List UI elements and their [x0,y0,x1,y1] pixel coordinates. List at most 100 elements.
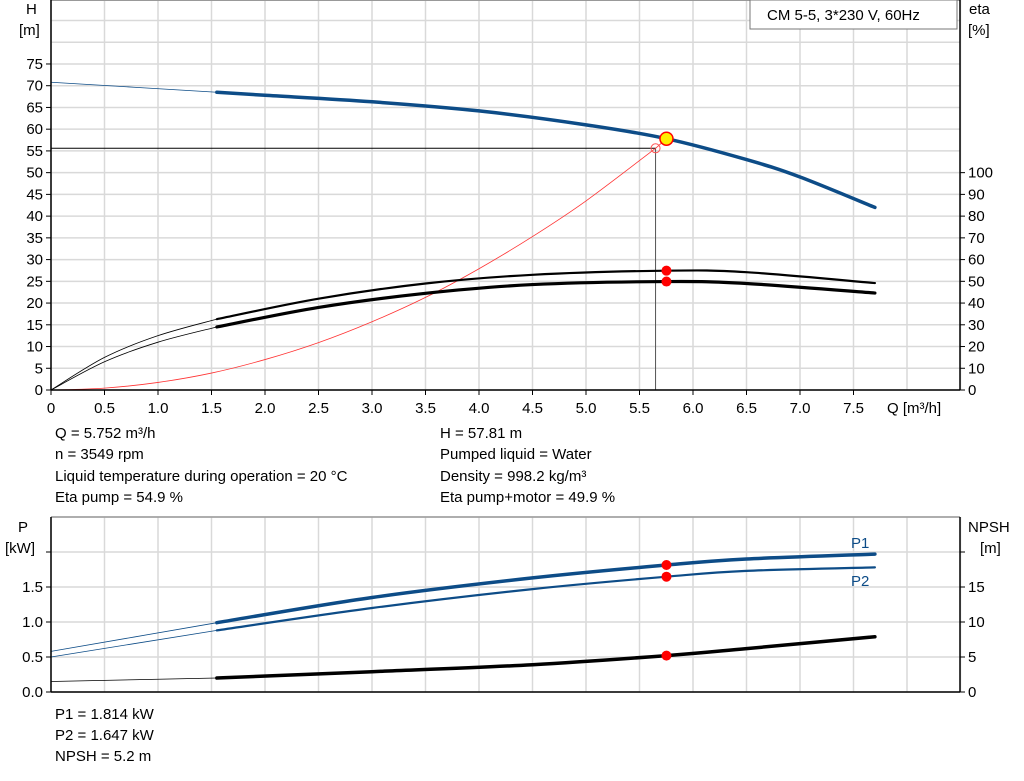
h-tick-label: 35 [26,230,43,247]
eta-tick-label: 20 [968,339,985,356]
h-tick-label: 5 [35,360,43,377]
eta-tick-label: 60 [968,252,985,269]
h-tick-label: 50 [26,165,43,182]
p-tick-label: 0.5 [22,649,43,666]
p2-series-label: P2 [851,573,869,590]
info-pumped-liquid: Pumped liquid = Water [440,446,592,463]
h-tick-label: 30 [26,252,43,269]
h-tick-label: 60 [26,121,43,138]
x-tick-label: 7.0 [790,400,811,417]
x-tick-label: 5.5 [629,400,650,417]
npsh-tick-label: 0 [968,684,976,701]
h-tick-label: 65 [26,99,43,116]
info-density: Density = 998.2 kg/m³ [440,468,587,485]
x-tick-label: 0 [47,400,55,417]
p1-curve-extrapolated [50,622,217,652]
eta-tick-label: 90 [968,186,985,203]
eta-tick-label: 50 [968,273,985,290]
eta-tick-label: 70 [968,230,985,247]
h-tick-label: 40 [26,208,43,225]
q-axis-title: Q [m³/h] [887,400,941,417]
x-tick-label: 0.5 [94,400,115,417]
eta-tick-label: 80 [968,208,985,225]
system-curve [50,147,656,391]
eta-tick-label: 100 [968,165,993,182]
info-liquid-temp: Liquid temperature during operation = 20… [55,468,348,485]
info-p1: P1 = 1.814 kW [55,706,154,723]
npsh-tick-label: 15 [968,579,985,596]
h-tick-label: 75 [26,56,43,73]
eta-tick-label: 0 [968,382,976,399]
p1-curve [215,552,877,625]
axes [46,0,965,693]
h-tick-label: 45 [26,186,43,203]
x-tick-label: 4.0 [469,400,490,417]
h-tick-label: 55 [26,143,43,160]
p2-curve [215,566,876,632]
tick-labels: 0 0.5 1.0 1.5 2.0 2.5 3.0 3.5 4.0 4.5 5.0 5.5 6.0 6.5… [22,56,993,701]
eta-pump-motor-duty-marker [661,276,672,287]
info-speed: n = 3549 rpm [55,446,144,463]
npsh-curve [215,634,877,680]
h-tick-label: 10 [26,339,43,356]
head-curve [215,90,877,210]
p1-series-label: P1 [851,535,869,552]
eta-axis-unit: [%] [968,22,990,39]
eta-axis-title: eta [969,1,991,18]
x-tick-label: 6.5 [736,400,757,417]
x-tick-label: 1.0 [148,400,169,417]
x-tick-label: 3.5 [415,400,436,417]
eta-tick-label: 40 [968,295,985,312]
info-eta-pump: Eta pump = 54.9 % [55,489,183,506]
p-tick-label: 1.0 [22,614,43,631]
curves [50,81,877,682]
h-tick-label: 0 [35,382,43,399]
eta-pump-motor-curve [215,279,877,329]
p-tick-label: 0.0 [22,684,43,701]
top-grid [50,0,962,391]
info-q: Q = 5.752 m³/h [55,425,156,442]
npsh-duty-marker [661,650,672,661]
p2-curve-extrapolated [50,630,217,658]
info-p2: P2 = 1.647 kW [55,727,154,744]
h-tick-label: 20 [26,295,43,312]
requested-point-marker [650,143,661,154]
npsh-axis-title: NPSH [968,519,1010,536]
eta-tick-label: 10 [968,360,985,377]
eta-pump-curve-extrapolated [50,318,217,391]
p1-duty-marker [661,560,672,571]
head-curve-extrapolated [50,81,217,93]
x-tick-label: 4.5 [522,400,543,417]
legend-text: CM 5-5, 3*230 V, 60Hz [767,7,920,24]
eta-pump-motor-curve-extrapolated [50,326,217,391]
eta-pump-curve [215,269,876,321]
info-eta-pump-motor: Eta pump+motor = 49.9 % [440,489,616,506]
npsh-curve-extrapolated [50,677,217,682]
duty-point-marker [659,131,674,146]
info-npsh: NPSH = 5.2 m [55,748,152,765]
h-tick-label: 15 [26,317,43,334]
x-tick-label: 1.5 [201,400,222,417]
x-tick-label: 6.0 [683,400,704,417]
npsh-axis-unit: [m] [980,540,1001,557]
h-axis-title: H [26,1,37,18]
x-tick-label: 2.0 [255,400,276,417]
x-tick-label: 7.5 [843,400,864,417]
p-axis-unit: [kW] [5,540,35,557]
x-tick-label: 2.5 [308,400,329,417]
h-tick-label: 25 [26,273,43,290]
info-h: H = 57.81 m [440,425,523,442]
h-axis-unit: [m] [19,22,40,39]
npsh-tick-label: 5 [968,649,976,666]
p-tick-label: 1.5 [22,579,43,596]
eta-tick-label: 30 [968,317,985,334]
npsh-tick-label: 10 [968,614,985,631]
p-axis-title: P [18,519,28,536]
x-tick-label: 5.0 [576,400,597,417]
eta-pump-duty-marker [661,265,672,276]
legend-box [749,0,958,30]
p2-duty-marker [661,571,672,582]
h-tick-label: 70 [26,78,43,95]
x-tick-label: 3.0 [362,400,383,417]
